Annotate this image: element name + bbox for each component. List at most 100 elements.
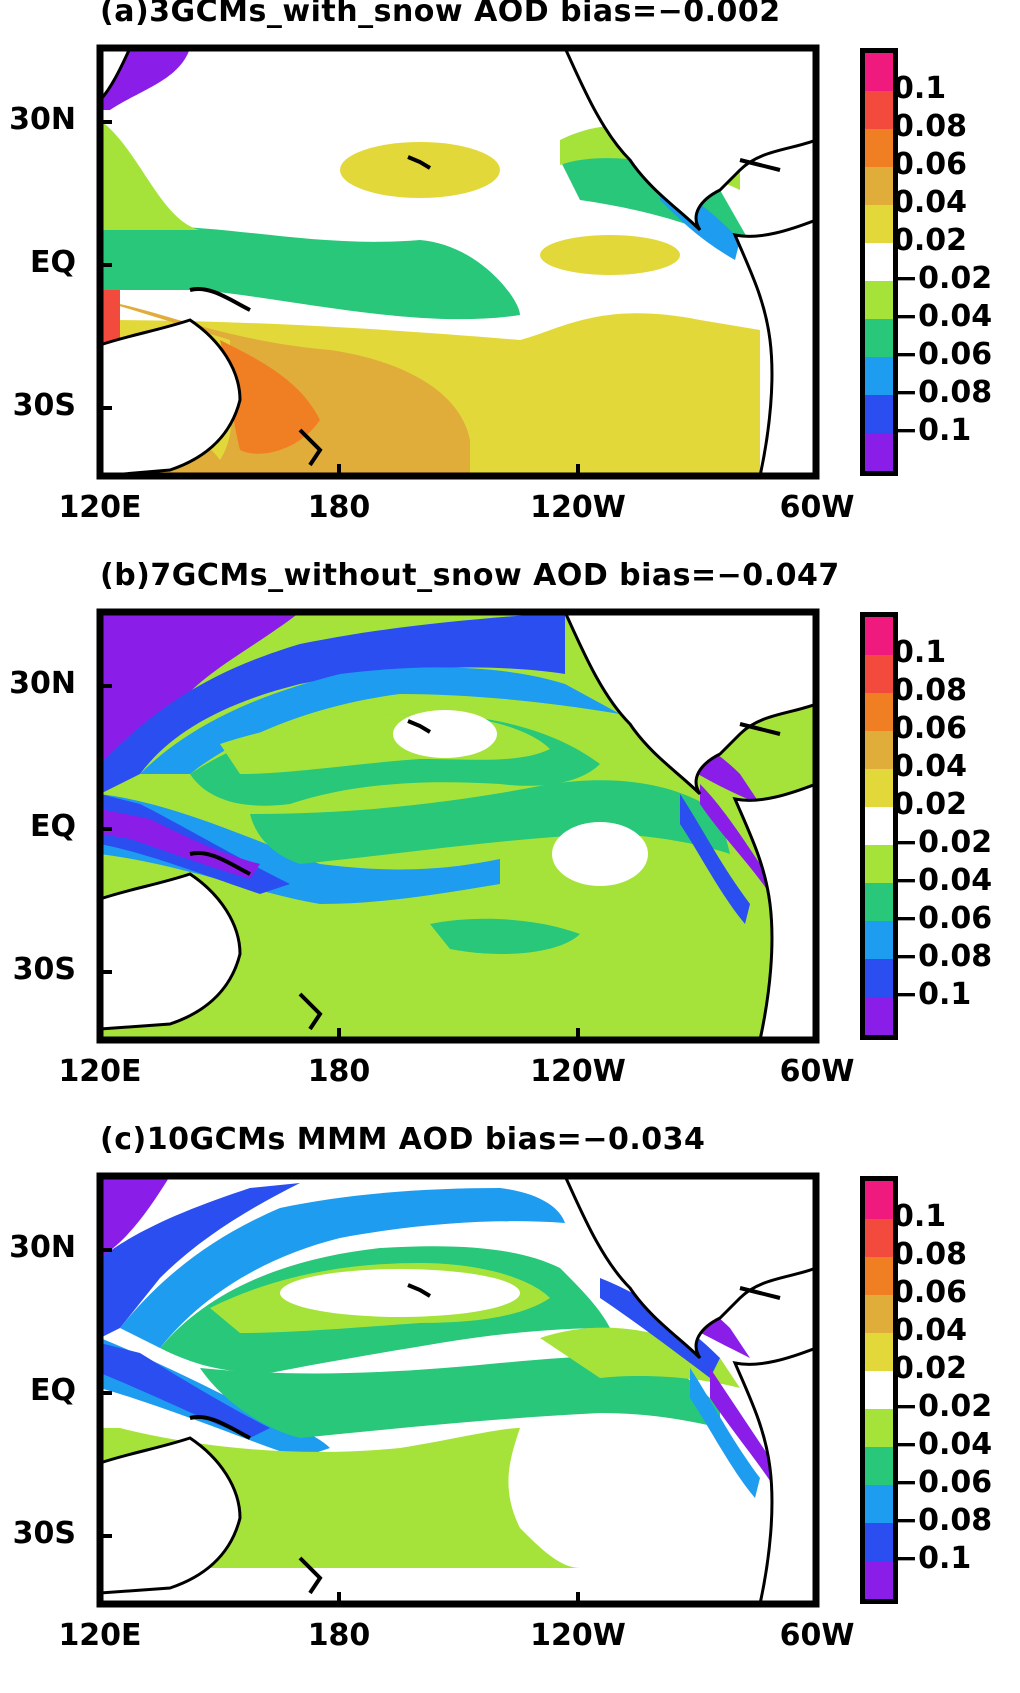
nz-islands [298, 992, 323, 1031]
colorbar-swatch [865, 769, 893, 807]
eq-blue [100, 1343, 270, 1438]
south-white [552, 822, 648, 886]
colorbar-swatch [865, 1523, 893, 1561]
map-a [96, 44, 820, 480]
caribbean-islands [739, 722, 781, 736]
south-america-land [732, 1346, 816, 1604]
colorbar-swatch [865, 91, 893, 129]
sa-coast-purple [710, 1368, 775, 1488]
colorbar-swatch [865, 1219, 893, 1257]
lon-label-120e: 120E [58, 1618, 142, 1653]
sa-coast-blue [680, 794, 750, 924]
colorbar-swatch [865, 357, 893, 395]
colorbar-label: 0.08 [893, 673, 968, 708]
east-green-band [560, 151, 760, 260]
colorbar-swatch [865, 1409, 893, 1447]
lon-label-60w: 60W [779, 1618, 855, 1653]
map-frame [96, 1172, 820, 1608]
colorbar-label: 0.06 [893, 1275, 968, 1310]
hawaii-islands [407, 1283, 432, 1298]
panel-title: (a)3GCMs_with_snow AOD bias=−0.002 [100, 0, 781, 29]
lon-label-120e: 120E [58, 490, 142, 525]
colorbar [860, 612, 898, 1040]
tropical-green-band [100, 226, 520, 320]
colorbar-swatch [865, 395, 893, 433]
colorbar-swatch [865, 167, 893, 205]
colorbar-label: 0.04 [893, 749, 968, 784]
colorbar-swatch [865, 617, 893, 655]
colorbar-label: −0.08 [893, 939, 993, 974]
north-america-land [563, 48, 816, 232]
southwest-red [100, 290, 120, 345]
colorbar-swatch [865, 1181, 893, 1219]
colorbar-swatch [865, 883, 893, 921]
caribbean-islands [739, 1286, 781, 1300]
lon-label-120w: 120W [530, 1054, 626, 1089]
yellow-patch-north [340, 142, 500, 198]
australia-land [100, 318, 242, 476]
png-islands [189, 851, 251, 876]
png-islands [189, 287, 251, 312]
lat-label-30n: 30N [9, 1230, 76, 1265]
colorbar-label: 0.02 [893, 1351, 968, 1386]
lon-label-120w: 120W [530, 490, 626, 525]
south-green [430, 918, 580, 954]
colorbar [860, 1176, 898, 1604]
colorbar-label: 0.02 [893, 223, 968, 258]
eq-purple [100, 809, 260, 879]
yellow-patch-eq [540, 235, 680, 275]
lat-label-eq: EQ [30, 809, 76, 844]
panel-title: (c)10GCMs MMM AOD bias=−0.034 [100, 1122, 706, 1157]
colorbar-label: 0.08 [893, 109, 968, 144]
colorbar-label: −0.04 [893, 299, 993, 334]
colorbar-swatch [865, 845, 893, 883]
colorbar-swatch [865, 655, 893, 693]
lon-label-120e: 120E [58, 1054, 142, 1089]
colorbar-swatch [865, 1371, 893, 1409]
north-cyan [120, 1188, 565, 1348]
colorbar-label: −0.08 [893, 375, 993, 410]
lat-label-30n: 30N [9, 102, 76, 137]
north-white [280, 1269, 520, 1317]
colorbar-label: 0.06 [893, 711, 968, 746]
lat-label-eq: EQ [30, 245, 76, 280]
map-frame [96, 44, 820, 480]
colorbar-swatch [865, 731, 893, 769]
eq-green [200, 1355, 720, 1438]
colorbar-label: −0.06 [893, 1465, 993, 1500]
north-blue [100, 1183, 300, 1338]
colorbar-label: 0.1 [893, 1199, 947, 1234]
colorbar-label: 0.1 [893, 635, 947, 670]
colorbar-swatch [865, 205, 893, 243]
nz-islands [298, 428, 323, 467]
colorbar-swatch [865, 1295, 893, 1333]
colorbar-label: −0.1 [893, 413, 972, 448]
colorbar-label: −0.02 [893, 261, 993, 296]
colorbar-swatch [865, 959, 893, 997]
australia-land [100, 872, 242, 1031]
colorbar-swatch [865, 53, 893, 91]
south-america-land [732, 782, 816, 1040]
south-america-land [732, 218, 816, 476]
colorbar-swatch [865, 433, 893, 471]
lon-label-180: 180 [307, 1618, 371, 1653]
hawaii-islands [407, 719, 432, 734]
colorbar-swatch [865, 129, 893, 167]
lon-label-180: 180 [307, 1054, 371, 1089]
north-white [393, 710, 497, 758]
lat-label-30s: 30S [12, 952, 76, 987]
lon-label-60w: 60W [779, 490, 855, 525]
hawaii-islands [407, 155, 432, 170]
colorbar-swatch [865, 243, 893, 281]
colorbar-label: −0.06 [893, 901, 993, 936]
colorbar-swatch [865, 807, 893, 845]
colorbar-swatch [865, 1447, 893, 1485]
north-green-band [100, 120, 200, 230]
map-c [96, 1172, 820, 1608]
lat-label-eq: EQ [30, 1373, 76, 1408]
colorbar-label: −0.1 [893, 977, 972, 1012]
colorbar-swatch [865, 693, 893, 731]
north-america-land [563, 1176, 816, 1360]
nz-islands [298, 1556, 323, 1595]
colorbar-label: 0.04 [893, 1313, 968, 1348]
